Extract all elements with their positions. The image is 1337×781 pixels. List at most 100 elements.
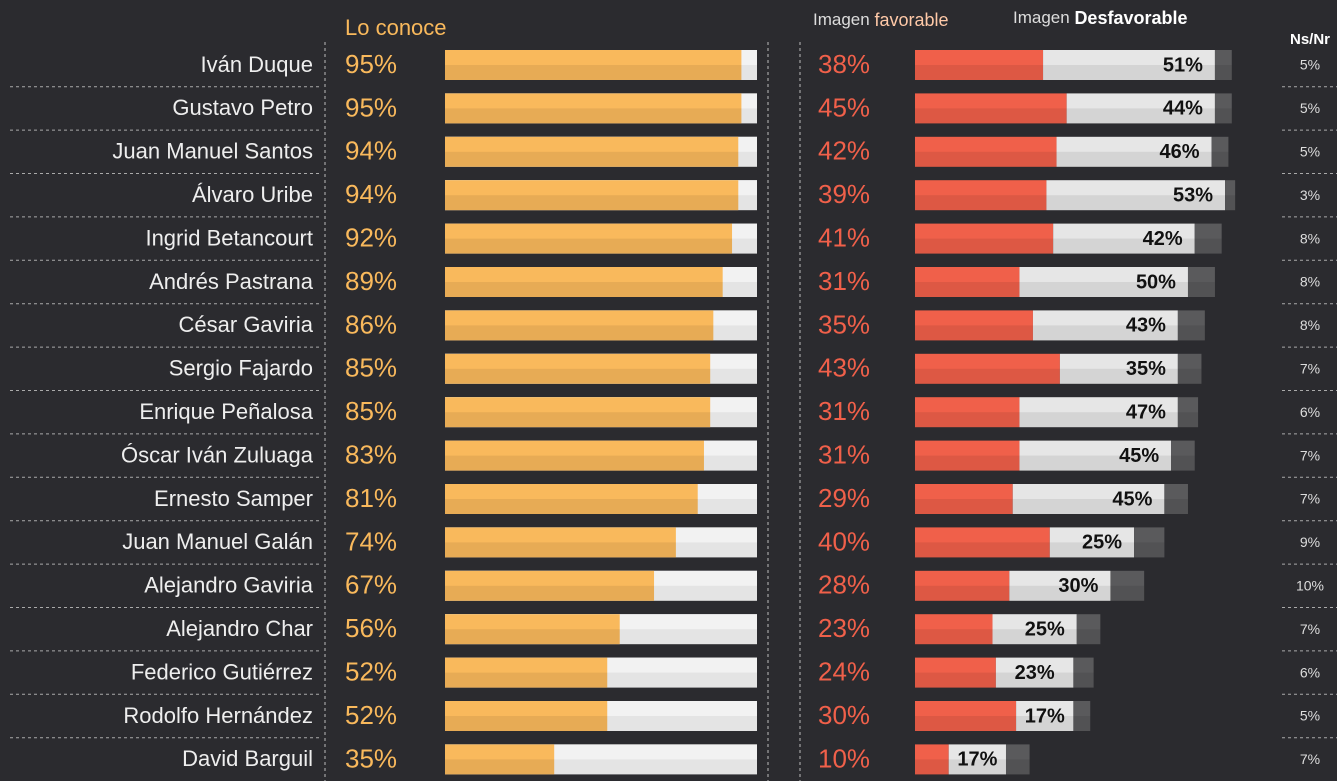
category-label: Ingrid Betancourt <box>145 225 313 250</box>
image-bar <box>915 484 1013 514</box>
header-favorable-word: favorable <box>874 10 948 30</box>
image-bar <box>1046 180 1226 211</box>
image-bar <box>1177 353 1202 384</box>
known-bar <box>445 310 714 341</box>
bar-shade <box>1053 238 1195 254</box>
category-label: Sergio Fajardo <box>169 356 313 381</box>
image-bar <box>1032 310 1178 341</box>
image-bar <box>1177 397 1199 428</box>
bar-shade <box>445 65 742 80</box>
image-bar <box>1211 136 1229 167</box>
known-bar <box>445 744 555 775</box>
unfavorable-label: 50% <box>1136 271 1176 293</box>
known-label: 95% <box>345 92 397 122</box>
known-bar <box>445 570 655 601</box>
bar-shade <box>445 325 714 341</box>
bar-shade <box>1005 759 1030 775</box>
known-bar <box>445 614 620 645</box>
image-bar <box>948 744 1006 775</box>
image-bar <box>1043 50 1215 80</box>
image-bar <box>915 223 1054 254</box>
bar-shade <box>1016 716 1074 731</box>
category-label: Gustavo Petro <box>172 95 313 120</box>
favorable-label: 39% <box>818 179 870 209</box>
known-label: 89% <box>345 266 397 296</box>
category-label: Rodolfo Hernández <box>123 703 313 728</box>
image-bar <box>915 744 949 775</box>
bar-shade <box>1059 368 1178 384</box>
bar-shade <box>1043 65 1215 80</box>
category-label: David Barguil <box>182 746 313 771</box>
bar-shade <box>1073 672 1094 688</box>
bar-shade <box>445 238 733 254</box>
image-bar <box>1009 570 1111 601</box>
nsnr-label: 7% <box>1300 447 1320 463</box>
bar-shade <box>915 108 1067 124</box>
image-bar <box>915 353 1060 384</box>
bar-shade <box>1177 368 1202 384</box>
bar-shade <box>915 585 1010 601</box>
image-bar <box>1056 136 1212 167</box>
bar-shade <box>1110 585 1145 601</box>
image-bar <box>1171 440 1195 471</box>
category-label: Andrés Pastrana <box>149 269 314 294</box>
bar-shade <box>915 368 1060 384</box>
bar-shade <box>1211 151 1229 167</box>
category-label: Álvaro Uribe <box>192 182 313 207</box>
image-bar <box>1214 50 1232 80</box>
bar-shade <box>1177 325 1205 341</box>
nsnr-label: 9% <box>1300 534 1320 550</box>
nsnr-label: 7% <box>1300 621 1320 637</box>
image-bar <box>995 657 1074 688</box>
bar-shade <box>445 368 711 384</box>
nsnr-label: 3% <box>1300 187 1320 203</box>
category-label: Iván Duque <box>200 52 313 77</box>
nsnr-label: 7% <box>1300 491 1320 507</box>
image-bar <box>915 180 1047 211</box>
known-label: 35% <box>345 743 397 773</box>
image-bar <box>915 50 1044 80</box>
known-label: 94% <box>345 179 397 209</box>
unfavorable-label: 45% <box>1119 445 1159 467</box>
bar-shade <box>1032 325 1178 341</box>
bar-shade <box>445 629 620 645</box>
header-unfavorable: Imagen Desfavorable <box>1013 8 1188 28</box>
category-label: Juan Manuel Galán <box>122 529 313 554</box>
bar-shade <box>992 629 1077 645</box>
bar-shade <box>915 412 1020 428</box>
known-bar <box>445 223 733 254</box>
favorable-label: 43% <box>818 353 870 383</box>
bar-shade <box>1019 455 1172 471</box>
image-bar <box>1053 223 1195 254</box>
nsnr-label: 5% <box>1300 100 1320 116</box>
known-label: 52% <box>345 656 397 686</box>
image-bar <box>915 267 1020 297</box>
favorable-label: 30% <box>818 700 870 730</box>
image-bar <box>992 614 1077 645</box>
known-label: 67% <box>345 570 397 600</box>
image-bar <box>915 657 996 688</box>
nsnr-label: 8% <box>1300 230 1320 246</box>
nsnr-label: 8% <box>1300 274 1320 290</box>
unfavorable-label: 45% <box>1112 488 1152 510</box>
favorable-label: 42% <box>818 136 870 166</box>
bar-shade <box>1171 455 1195 471</box>
known-label: 85% <box>345 353 397 383</box>
image-bar <box>1194 223 1222 254</box>
category-label: Alejandro Char <box>166 616 313 641</box>
header-group: Imagen <box>813 10 870 29</box>
bar-shade <box>1134 542 1165 558</box>
nsnr-label: 5% <box>1300 57 1320 73</box>
known-bar <box>445 50 742 80</box>
category-label: Alejandro Gaviria <box>144 573 314 598</box>
image-bar <box>1076 614 1101 645</box>
favorable-label: 31% <box>818 266 870 296</box>
bar-shade <box>915 282 1020 297</box>
image-bar <box>915 310 1033 341</box>
favorable-label: 31% <box>818 396 870 426</box>
bar-shade <box>1049 542 1135 558</box>
image-bar <box>915 701 1017 731</box>
bar-shade <box>915 65 1044 80</box>
bar-shade <box>445 282 723 297</box>
image-bar <box>915 93 1067 124</box>
